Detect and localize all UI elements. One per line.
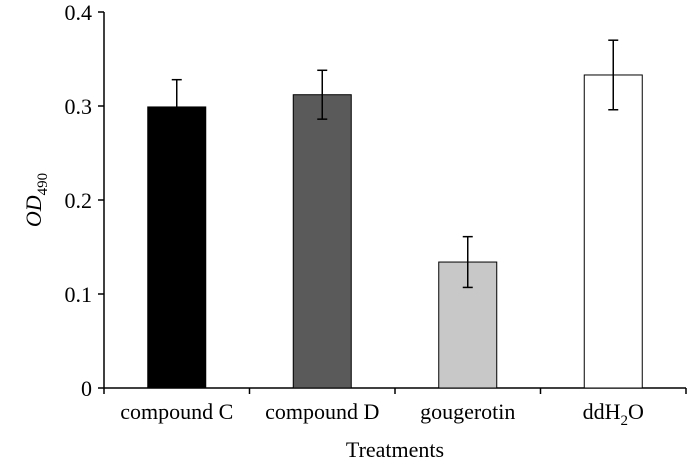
y-tick-label: 0.3: [65, 94, 93, 119]
x-category-label: compound D: [265, 399, 379, 424]
y-tick-label: 0.4: [65, 0, 93, 25]
error-bars: [171, 39, 619, 289]
bar: [583, 74, 643, 389]
x-axis-title: Treatments: [346, 437, 444, 460]
y-axis-ticks: 0 0.1 0.2 0.3 0.4: [65, 0, 104, 401]
bars: [147, 74, 643, 389]
bar: [292, 94, 352, 389]
y-axis-title-subscript: 490: [35, 173, 51, 196]
y-axis-title-main: OD: [21, 195, 46, 227]
y-axis-title: OD490: [21, 173, 51, 227]
y-tick-label: 0: [81, 376, 92, 401]
y-tick-label: 0.2: [65, 188, 93, 213]
x-axis-category-labels: compound C compound D gougerotin ddH2O: [103, 388, 687, 429]
x-category-label: ddH2O: [583, 399, 644, 429]
y-tick-label: 0.1: [65, 282, 93, 307]
x-category-label: gougerotin: [420, 399, 515, 424]
x-category-label: compound C: [120, 399, 233, 424]
bar: [147, 106, 207, 389]
